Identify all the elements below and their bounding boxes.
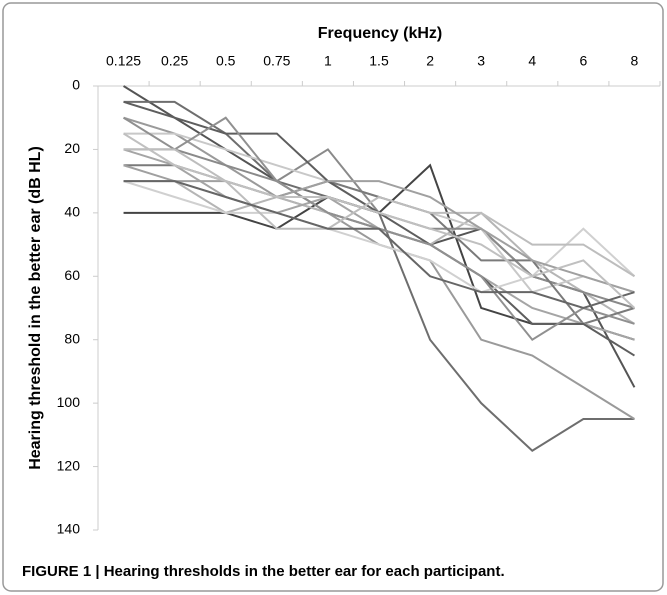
y-tick-label: 140: [57, 521, 81, 537]
y-axis-label: Hearing threshold in the better ear (dB …: [27, 146, 44, 470]
series-line: [123, 180, 635, 310]
y-tick-label: 60: [64, 267, 80, 283]
x-tick-label: 0.5: [216, 53, 236, 69]
x-tick-label: 1.5: [369, 53, 389, 69]
caption: FIGURE 1 | Hearing thresholds in the bet…: [22, 563, 505, 580]
x-tick-label: 0.25: [161, 53, 188, 69]
x-tick-label: 3: [477, 53, 485, 69]
x-tick-label: 8: [631, 53, 639, 69]
series-line: [123, 132, 636, 309]
x-tick-label: 2: [426, 53, 434, 69]
x-tick-label: 6: [579, 53, 587, 69]
series-line: [123, 180, 636, 294]
x-tick-label: 4: [528, 53, 536, 69]
y-tick-label: 120: [57, 457, 81, 473]
y-tick-label: 40: [64, 204, 80, 220]
y-tick-label: 100: [57, 394, 81, 410]
series-line: [123, 164, 635, 294]
y-tick-label: 0: [72, 77, 80, 93]
series-line: [123, 148, 635, 278]
x-tick-label: 0.75: [263, 53, 290, 69]
series-line: [123, 85, 636, 388]
x-tick-label: 0.125: [106, 53, 141, 69]
y-tick-label: 80: [64, 330, 80, 346]
x-tick-label: 1: [324, 53, 332, 69]
y-tick-label: 20: [64, 140, 80, 156]
chart-title: Frequency (kHz): [318, 25, 442, 42]
